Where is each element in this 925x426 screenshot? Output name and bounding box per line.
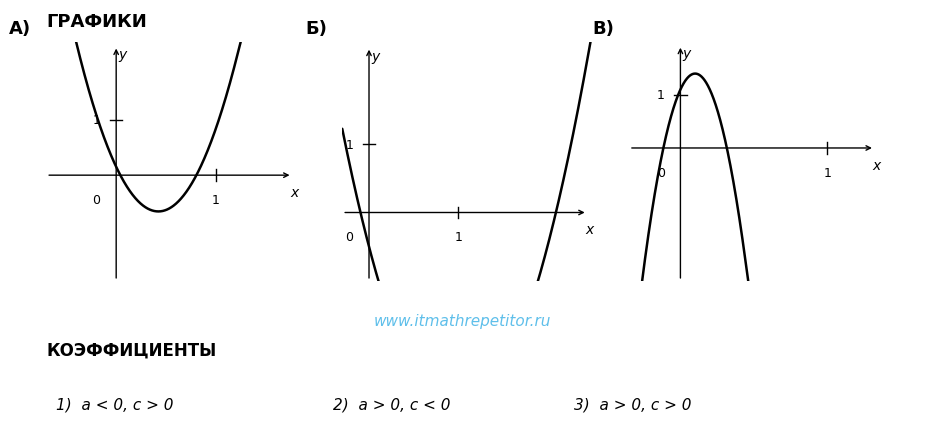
Text: А): А) xyxy=(9,20,31,38)
Text: x: x xyxy=(586,223,594,237)
Text: 1: 1 xyxy=(454,231,462,244)
Text: 1: 1 xyxy=(212,194,220,207)
Text: y: y xyxy=(683,47,691,61)
Text: 1: 1 xyxy=(92,114,101,127)
Text: 2)  a > 0, c < 0: 2) a > 0, c < 0 xyxy=(333,396,450,411)
Text: ГРАФИКИ: ГРАФИКИ xyxy=(46,13,147,31)
Text: x: x xyxy=(290,185,299,199)
Text: В): В) xyxy=(592,20,614,38)
Text: 1: 1 xyxy=(346,138,353,151)
Text: y: y xyxy=(118,48,127,62)
Text: x: x xyxy=(873,158,881,172)
Text: 0: 0 xyxy=(92,194,101,207)
Text: y: y xyxy=(371,49,379,63)
Text: 1: 1 xyxy=(657,89,665,102)
Text: Б): Б) xyxy=(305,20,327,38)
Text: 0: 0 xyxy=(345,231,353,244)
Text: 1: 1 xyxy=(823,167,832,179)
Text: КОЭФФИЦИЕНТЫ: КОЭФФИЦИЕНТЫ xyxy=(46,341,216,359)
Text: www.itmathrepetitor.ru: www.itmathrepetitor.ru xyxy=(374,313,551,328)
Text: 0: 0 xyxy=(657,167,665,179)
Text: 3)  a > 0, c > 0: 3) a > 0, c > 0 xyxy=(574,396,691,411)
Text: 1)  a < 0, c > 0: 1) a < 0, c > 0 xyxy=(56,396,173,411)
